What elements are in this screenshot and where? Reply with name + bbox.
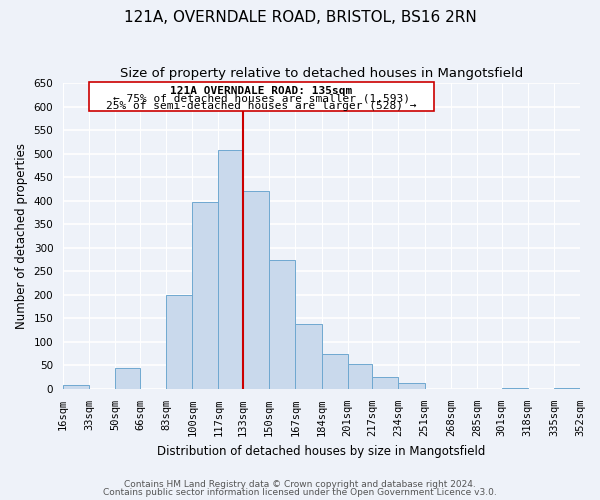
Text: Contains public sector information licensed under the Open Government Licence v3: Contains public sector information licen… xyxy=(103,488,497,497)
Bar xyxy=(322,354,347,389)
Bar xyxy=(295,324,322,389)
Bar xyxy=(166,295,192,389)
Bar xyxy=(347,364,372,389)
Text: Contains HM Land Registry data © Crown copyright and database right 2024.: Contains HM Land Registry data © Crown c… xyxy=(124,480,476,489)
Title: Size of property relative to detached houses in Mangotsfield: Size of property relative to detached ho… xyxy=(120,68,523,80)
Bar xyxy=(243,192,269,389)
Bar xyxy=(192,202,218,389)
Bar xyxy=(502,388,527,389)
Bar xyxy=(398,384,425,389)
FancyBboxPatch shape xyxy=(89,82,434,112)
Text: 121A, OVERNDALE ROAD, BRISTOL, BS16 2RN: 121A, OVERNDALE ROAD, BRISTOL, BS16 2RN xyxy=(124,10,476,25)
Text: ← 75% of detached houses are smaller (1,593): ← 75% of detached houses are smaller (1,… xyxy=(113,94,410,104)
Bar xyxy=(115,368,140,389)
Y-axis label: Number of detached properties: Number of detached properties xyxy=(15,143,28,329)
Bar xyxy=(218,150,243,389)
Bar xyxy=(269,260,295,389)
Bar xyxy=(63,385,89,389)
Bar xyxy=(372,377,398,389)
Bar xyxy=(554,388,580,389)
Text: 25% of semi-detached houses are larger (528) →: 25% of semi-detached houses are larger (… xyxy=(106,102,417,112)
Text: 121A OVERNDALE ROAD: 135sqm: 121A OVERNDALE ROAD: 135sqm xyxy=(170,86,353,97)
X-axis label: Distribution of detached houses by size in Mangotsfield: Distribution of detached houses by size … xyxy=(157,444,486,458)
